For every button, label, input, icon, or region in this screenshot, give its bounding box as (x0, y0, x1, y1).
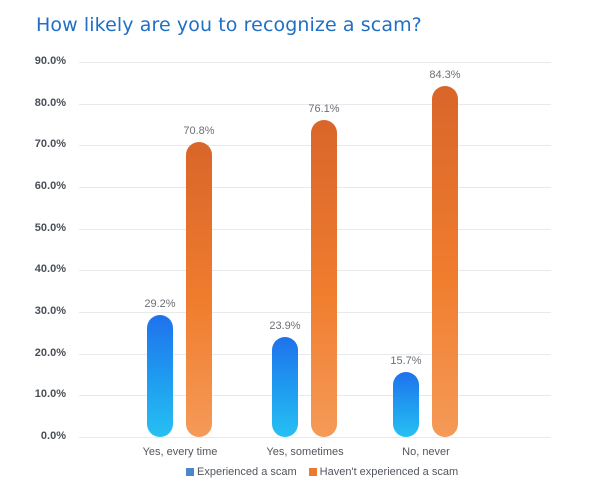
bar-value-label: 29.2% (144, 298, 176, 311)
bar-value-label: 15.7% (390, 354, 422, 367)
y-axis-tick-label: 30.0% (34, 305, 66, 317)
y-axis-tick-label: 60.0% (34, 180, 66, 192)
x-axis-category-label: Yes, every time (142, 446, 218, 458)
y-axis-tick-label: 0.0% (40, 430, 66, 442)
y-axis-tick-label: 90.0% (34, 55, 66, 67)
y-axis-tick-label: 50.0% (34, 221, 66, 234)
y-axis-tick-label: 20.0% (34, 346, 66, 359)
legend-swatch-orange-icon (308, 468, 317, 476)
bar-not-experienced[interactable] (432, 85, 458, 437)
y-axis-tick-label: 10.0% (34, 388, 66, 401)
bar-not-experienced[interactable] (311, 119, 337, 437)
legend-label: Experienced a scam (197, 466, 297, 478)
x-axis-category-label: Yes, sometimes (266, 446, 344, 458)
legend-swatch-blue-icon (186, 468, 194, 476)
bar-experienced[interactable] (272, 337, 298, 437)
y-axis-tick-label: 80.0% (34, 96, 66, 109)
bar-not-experienced[interactable] (186, 142, 212, 437)
x-axis-category-label: No, never (402, 446, 450, 458)
bar-experienced[interactable] (147, 315, 173, 437)
y-axis-tick-label: 70.0% (34, 138, 66, 151)
bar-experienced[interactable] (393, 371, 419, 437)
legend-item-not-experienced[interactable]: Haven't experienced a scam (308, 466, 459, 478)
gridline (79, 62, 551, 63)
legend-item-experienced[interactable]: Experienced a scam (186, 466, 297, 478)
gridline (79, 437, 551, 438)
bar-value-label: 70.8% (183, 125, 215, 137)
gridline (79, 103, 551, 105)
bar-value-label: 76.1% (308, 102, 340, 115)
bar-value-label: 23.9% (269, 320, 301, 333)
legend-label: Haven't experienced a scam (319, 466, 459, 478)
chart-title: How likely are you to recognize a scam? (36, 14, 422, 36)
bar-value-label: 84.3% (429, 68, 461, 81)
chart-legend: Experienced a scam Haven't experienced a… (186, 466, 458, 478)
y-axis-tick-label: 40.0% (34, 263, 66, 276)
